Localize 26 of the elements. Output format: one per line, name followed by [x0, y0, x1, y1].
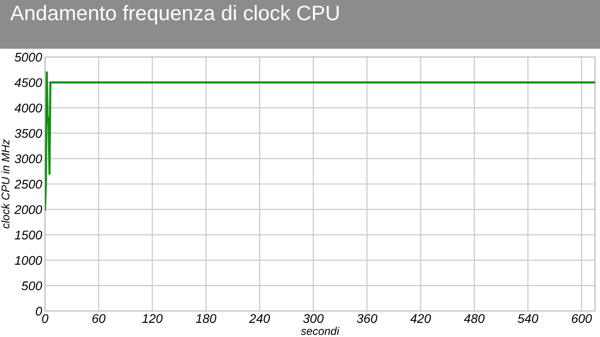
- x-tick-label: 300: [303, 314, 324, 323]
- y-tick-label: 4500: [14, 78, 42, 88]
- x-tick-label: 480: [464, 314, 485, 323]
- y-tick-label: 2500: [14, 180, 42, 189]
- x-axis-title: secondi: [300, 326, 340, 335]
- y-tick-label: 1500: [14, 230, 42, 240]
- x-tick-label: 0: [42, 314, 48, 323]
- chart-title: Andamento frequenza di clock CPU: [10, 5, 339, 24]
- y-tick-label: 1000: [14, 256, 42, 265]
- y-tick-label: 4000: [14, 104, 42, 112]
- x-tick-label: 540: [518, 314, 538, 323]
- y-axis-title: clock CPU in MHz: [1, 139, 10, 228]
- y-tick-label: 500: [22, 281, 42, 290]
- y-tick-label: 5000: [14, 52, 42, 62]
- x-tick-label: 240: [249, 314, 270, 323]
- x-tick-label: 420: [410, 314, 431, 323]
- x-tick-label: 180: [196, 314, 216, 323]
- y-tick-label: 3500: [14, 129, 42, 138]
- x-tick-label: 120: [142, 314, 163, 323]
- x-tick-label: 60: [92, 314, 106, 323]
- y-tick-label: 2000: [14, 205, 42, 214]
- y-tick-label: 0: [36, 306, 42, 316]
- x-tick-label: 600: [572, 314, 592, 323]
- y-tick-label: 3000: [14, 154, 42, 164]
- line-series: [45, 71, 595, 210]
- x-tick-label: 360: [356, 314, 378, 323]
